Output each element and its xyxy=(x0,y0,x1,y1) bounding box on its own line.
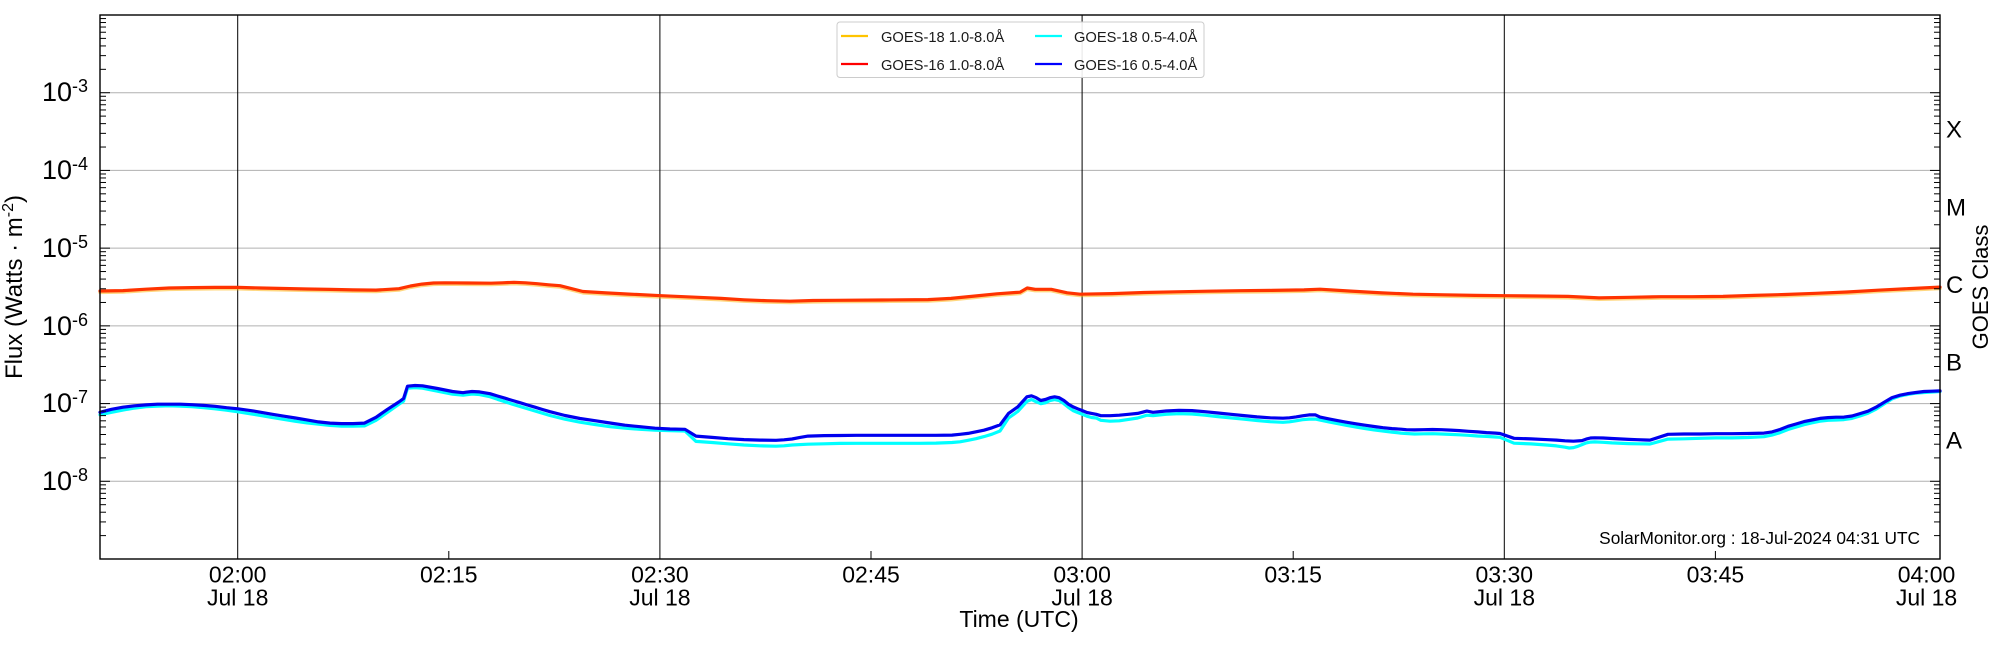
svg-text:Time (UTC): Time (UTC) xyxy=(959,606,1078,632)
svg-text:GOES Class: GOES Class xyxy=(1968,225,1993,350)
svg-text:M: M xyxy=(1946,194,1966,221)
svg-text:Jul 18: Jul 18 xyxy=(629,585,690,611)
svg-text:Flux (Watts · m-2): Flux (Watts · m-2) xyxy=(0,195,28,379)
svg-text:Jul 18: Jul 18 xyxy=(1896,585,1957,611)
svg-text:03:30: 03:30 xyxy=(1476,562,1534,588)
svg-text:02:00: 02:00 xyxy=(209,562,267,588)
svg-text:02:15: 02:15 xyxy=(420,562,478,588)
svg-text:SolarMonitor.org : 18-Jul-2024: SolarMonitor.org : 18-Jul-2024 04:31 UTC xyxy=(1599,528,1920,548)
svg-text:A: A xyxy=(1946,427,1962,454)
svg-text:02:30: 02:30 xyxy=(631,562,689,588)
svg-text:B: B xyxy=(1946,350,1962,377)
svg-text:03:00: 03:00 xyxy=(1053,562,1111,588)
svg-text:GOES-18 0.5-4.0Å: GOES-18 0.5-4.0Å xyxy=(1074,29,1197,46)
svg-text:03:15: 03:15 xyxy=(1264,562,1322,588)
svg-text:04:00: 04:00 xyxy=(1898,562,1956,588)
svg-text:C: C xyxy=(1946,272,1963,299)
svg-text:GOES-18 1.0-8.0Å: GOES-18 1.0-8.0Å xyxy=(881,29,1004,46)
svg-text:03:45: 03:45 xyxy=(1687,562,1745,588)
svg-text:X: X xyxy=(1946,117,1962,144)
svg-text:Jul 18: Jul 18 xyxy=(1474,585,1535,611)
svg-text:GOES-16 0.5-4.0Å: GOES-16 0.5-4.0Å xyxy=(1074,57,1197,74)
svg-text:Jul 18: Jul 18 xyxy=(207,585,268,611)
svg-text:02:45: 02:45 xyxy=(842,562,900,588)
svg-text:GOES-16 1.0-8.0Å: GOES-16 1.0-8.0Å xyxy=(881,57,1004,74)
